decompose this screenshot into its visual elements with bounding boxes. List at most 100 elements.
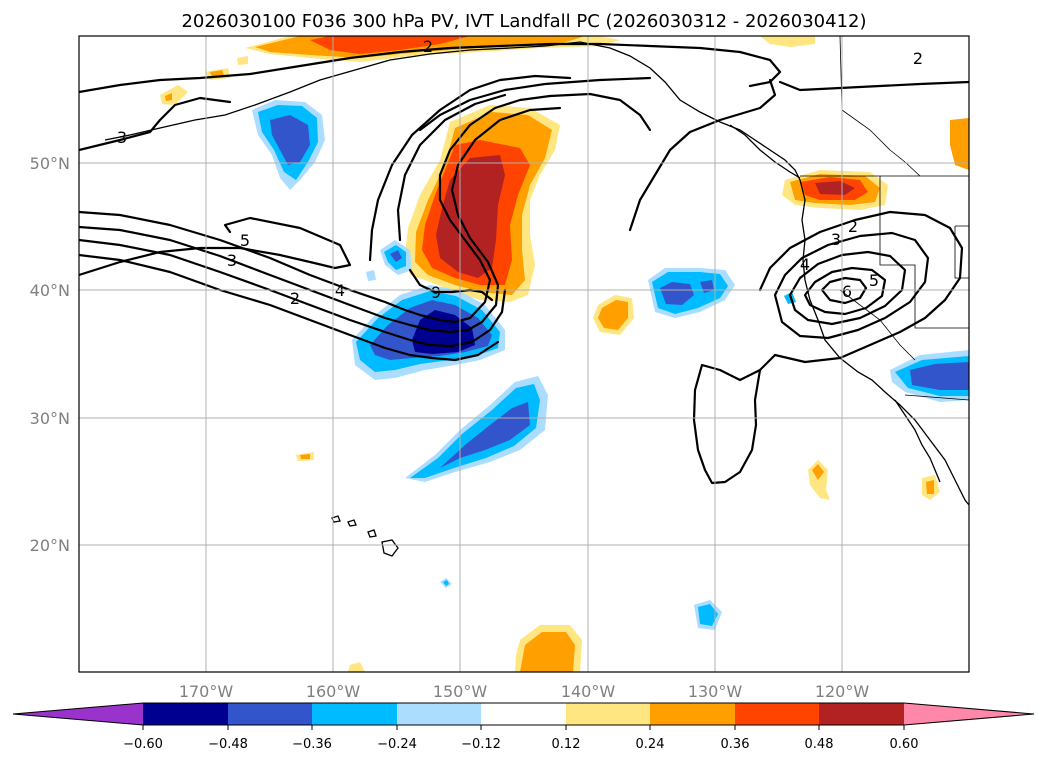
contour-line-trough-north: [368, 74, 572, 262]
colorbar-segment: [143, 703, 228, 725]
colorbar-ticks: [142, 725, 905, 730]
pv-shading: [160, 36, 969, 672]
contour-label: 9: [431, 283, 441, 302]
pv-positive-region-nw-canada: [760, 36, 815, 47]
pv-positive-tiny-5: [348, 662, 365, 672]
contour-line-ridge-outer: [79, 92, 652, 324]
border-us-ca-nv: [839, 289, 916, 361]
colorbar: −0.60 −0.48 −0.36 −0.24 −0.12 0.12 0.24 …: [12, 702, 1035, 752]
contour-label: 6: [842, 282, 852, 301]
colorbar-extend-high: [904, 703, 1034, 725]
pv-negative-socal-blue: [910, 362, 969, 390]
lon-label-120w: 120°W: [815, 682, 870, 701]
pv-positive-baja-2-core: [926, 480, 934, 494]
colorbar-segment: [481, 703, 566, 725]
contour-circle-6: [820, 276, 868, 305]
colorbar-segment: [312, 703, 397, 725]
lat-label-40n: 40°N: [30, 281, 70, 300]
pv-positive-south-core: [520, 632, 575, 672]
colorbar-tick-label: −0.12: [461, 737, 501, 752]
contour-labels: 2 2 3 5 3 4 2 9 2 3 4 5 6: [117, 37, 923, 308]
contour-line-trough-9: [408, 268, 472, 294]
pv-positive-baja-1-core: [812, 464, 824, 480]
contour-label: 2: [423, 37, 433, 56]
contour-label: 2: [913, 49, 923, 68]
pv-positive-tiny-3: [237, 56, 248, 65]
colorbar-tick-label: 0.24: [636, 737, 665, 752]
pv-positive-pnw-darkred: [815, 181, 855, 195]
contour-circle-2: [758, 210, 964, 372]
contour-line-outer-north: [79, 42, 782, 94]
lat-label-20n: 20°N: [30, 536, 70, 555]
colorbar-segment: [397, 703, 481, 725]
colorbar-segment: [566, 703, 650, 725]
colorbar-extend-low: [13, 703, 143, 725]
longitude-labels: 170°W 160°W 150°W 140°W 130°W 120°W: [179, 682, 870, 701]
colorbar-segment: [735, 703, 819, 725]
contour-label: 2: [290, 289, 300, 308]
pv-positive-small-1-core: [598, 300, 628, 330]
contour-line-right-top: [778, 80, 969, 92]
contour-line-ridge-3: [79, 238, 507, 348]
latitude-labels: 20°N 30°N 40°N 50°N: [30, 154, 70, 555]
border-us-states-1: [879, 176, 969, 329]
coastline-vancouver: [729, 124, 801, 179]
lat-label-30n: 30°N: [30, 409, 70, 428]
pv-negative-south-cyan: [410, 384, 540, 478]
contour-line-east-big: [692, 363, 762, 485]
colorbar-tick-label: −0.60: [123, 737, 163, 752]
island-hawaii-oahu: [347, 519, 357, 527]
contour-circle-5: [803, 266, 887, 316]
lon-label-160w: 160°W: [306, 682, 361, 701]
gridlines: [79, 36, 969, 672]
contour-label: 5: [240, 231, 250, 250]
coastline-north-america-west: [799, 179, 969, 506]
colorbar-tick-label: 0.48: [805, 737, 834, 752]
contour-label: 2: [848, 217, 858, 236]
colorbar-segment: [819, 703, 904, 725]
pv-negative-aleutian-blue: [270, 115, 310, 165]
colorbar-tick-label: −0.36: [292, 737, 332, 752]
contour-line-trough-right: [468, 288, 494, 302]
pv-negative-east-blue: [660, 282, 694, 305]
lat-label-50n: 50°N: [30, 154, 70, 173]
contour-label: 4: [800, 255, 810, 274]
colorbar-segment: [228, 703, 312, 725]
contour-label: 5: [869, 271, 879, 290]
border-us-mexico: [904, 394, 969, 401]
pv-negative-tiny-1: [366, 270, 376, 281]
figure-title: 2026030100 F036 300 hPa PV, IVT Landfall…: [181, 11, 866, 32]
border-bc-alberta: [841, 109, 921, 177]
colorbar-segment: [650, 703, 735, 725]
contour-label: 3: [227, 251, 237, 270]
contour-line-west-1: [79, 216, 352, 277]
coastline-baja: [894, 399, 941, 483]
contour-circle-3: [773, 231, 930, 340]
contour-line-east-trough: [628, 78, 777, 232]
pv-positive-tiny-2-core: [210, 70, 224, 77]
map-panel: 2 2 3 5 3 4 2 9 2 3 4 5 6: [30, 35, 970, 701]
pv-positive-region-north-peak: [310, 36, 470, 54]
contour-circle-4: [788, 250, 907, 326]
lon-label-170w: 170°W: [179, 682, 234, 701]
contour-line-trough-inner: [396, 93, 507, 242]
contour-line-ridge-4: [79, 253, 500, 362]
pv-positive-tiny-1-core: [165, 93, 172, 101]
lon-label-140w: 140°W: [561, 682, 616, 701]
colorbar-tick-labels: −0.60 −0.48 −0.36 −0.24 −0.12 0.12 0.24 …: [123, 737, 918, 752]
map-content: 2 2 3 5 3 4 2 9 2 3 4 5 6: [79, 36, 969, 672]
pv-positive-tiny-4-core: [300, 454, 310, 459]
pv-positive-region-ne-corner: [950, 118, 969, 170]
pv-negative-tiny-hawaii-core: [443, 580, 449, 586]
colorbar-tick-label: −0.24: [377, 737, 417, 752]
map-frame: [78, 35, 970, 673]
colorbar-tick-label: 0.12: [552, 737, 581, 752]
lon-label-130w: 130°W: [688, 682, 743, 701]
pv-negative-tiny-south-core: [698, 604, 718, 626]
contour-label: 3: [831, 230, 841, 249]
contour-line-ridge-top: [418, 76, 652, 132]
colorbar-tick-label: 0.60: [890, 737, 919, 752]
colorbar-tick-label: −0.48: [208, 737, 248, 752]
island-hawaii-maui: [367, 529, 377, 538]
